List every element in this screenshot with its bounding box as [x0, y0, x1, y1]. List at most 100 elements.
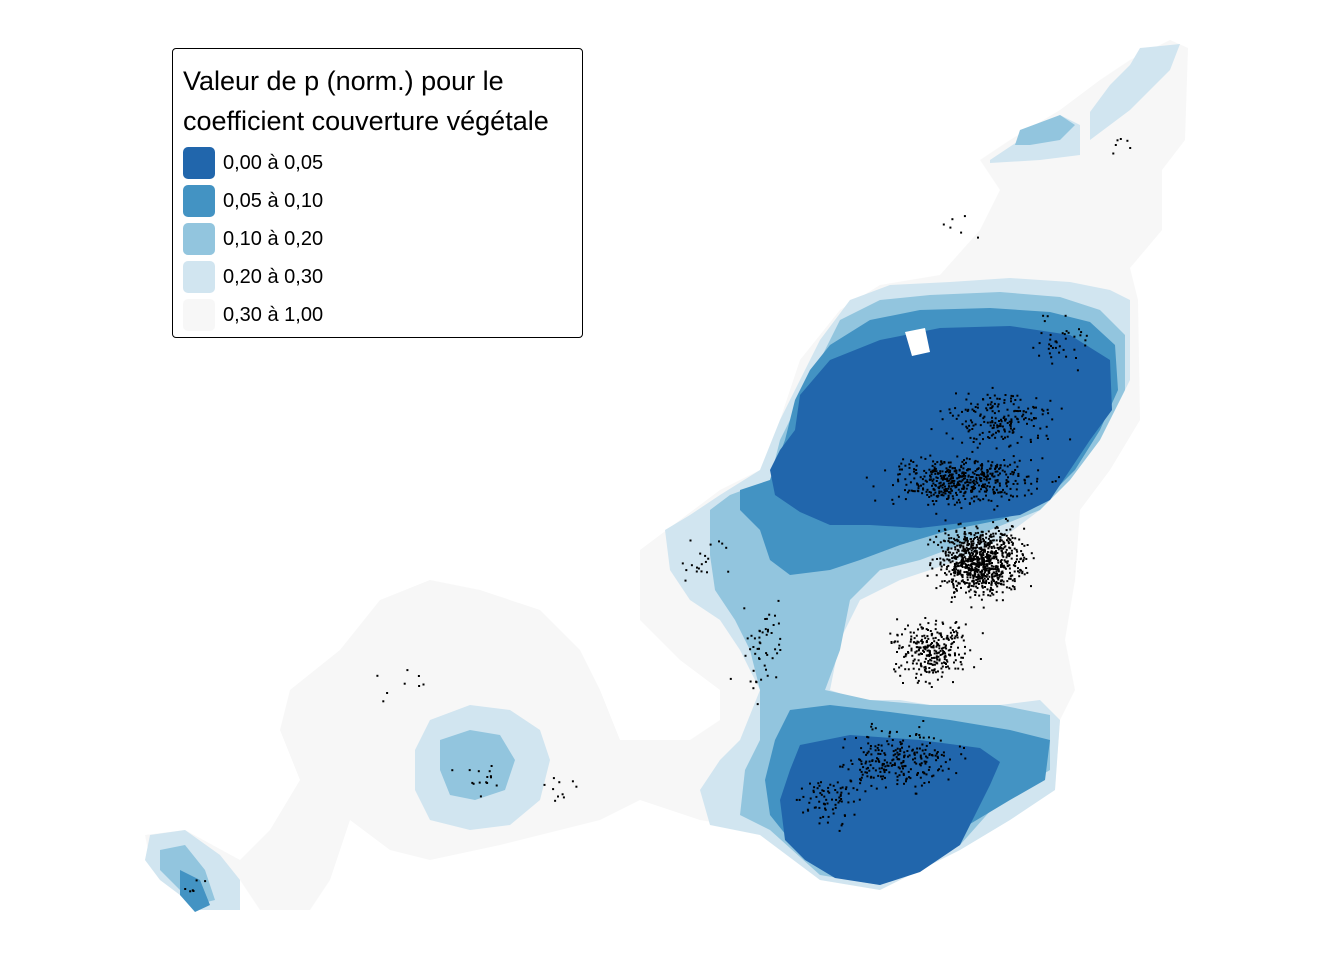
- observation-point: [977, 583, 980, 585]
- observation-point: [1020, 550, 1023, 553]
- observation-point: [976, 565, 979, 568]
- observation-point: [944, 652, 947, 655]
- observation-point: [960, 753, 963, 756]
- observation-point: [941, 653, 944, 656]
- observation-point: [980, 554, 983, 557]
- observation-point: [980, 546, 983, 549]
- observation-point: [1000, 559, 1003, 561]
- observation-point: [1001, 469, 1004, 472]
- observation-point: [976, 580, 979, 583]
- observation-point: [1051, 346, 1054, 349]
- observation-point: [946, 565, 949, 568]
- observation-point: [1002, 555, 1005, 558]
- observation-point: [204, 880, 207, 883]
- observation-point: [958, 483, 961, 486]
- observation-point: [897, 480, 900, 483]
- observation-point: [980, 598, 983, 601]
- observation-point: [946, 479, 949, 482]
- observation-point: [847, 768, 850, 771]
- observation-point: [929, 658, 932, 661]
- observation-point: [1041, 413, 1044, 416]
- observation-point: [963, 535, 966, 538]
- observation-point: [952, 476, 954, 479]
- observation-point: [962, 560, 965, 563]
- observation-point: [922, 720, 925, 722]
- observation-point: [982, 606, 985, 609]
- observation-point: [898, 473, 901, 476]
- observation-point: [972, 585, 975, 588]
- observation-point: [749, 680, 752, 683]
- observation-point: [1027, 407, 1030, 410]
- observation-point: [983, 420, 986, 423]
- observation-point: [940, 460, 943, 463]
- observation-point: [1005, 586, 1008, 589]
- observation-point: [996, 572, 998, 575]
- observation-point: [994, 566, 997, 569]
- observation-point: [1005, 534, 1008, 537]
- observation-point: [1010, 400, 1012, 403]
- observation-point: [403, 682, 406, 685]
- observation-point: [972, 482, 975, 485]
- observation-point: [947, 496, 950, 499]
- observation-point: [997, 570, 1000, 573]
- observation-point: [964, 552, 967, 555]
- observation-point: [975, 570, 978, 573]
- observation-point: [994, 574, 997, 577]
- observation-point: [1024, 417, 1027, 419]
- observation-point: [1019, 398, 1022, 401]
- observation-point: [982, 580, 984, 583]
- observation-point: [971, 544, 974, 547]
- observation-point: [936, 755, 939, 758]
- observation-point: [963, 459, 965, 462]
- observation-point: [931, 642, 933, 644]
- observation-point: [479, 795, 482, 798]
- observation-point: [881, 778, 884, 781]
- observation-point: [865, 760, 868, 763]
- observation-point: [894, 753, 897, 756]
- observation-point: [941, 580, 944, 583]
- observation-point: [986, 421, 989, 424]
- observation-point: [972, 542, 975, 545]
- observation-point: [982, 537, 984, 540]
- observation-point: [942, 652, 945, 655]
- observation-point: [944, 644, 947, 647]
- observation-point: [949, 626, 952, 629]
- observation-point: [991, 577, 994, 580]
- observation-point: [1033, 406, 1035, 409]
- observation-point: [1010, 541, 1013, 544]
- observation-point: [1037, 434, 1039, 437]
- observation-point: [959, 491, 962, 493]
- observation-point: [934, 671, 937, 674]
- observation-point: [916, 681, 919, 684]
- observation-point: [1002, 540, 1005, 543]
- observation-point: [1005, 548, 1008, 551]
- observation-point: [930, 686, 933, 688]
- observation-point: [486, 782, 489, 784]
- observation-point: [974, 459, 977, 462]
- observation-point: [1079, 334, 1082, 337]
- observation-point: [908, 463, 911, 466]
- observation-point: [991, 461, 994, 464]
- observation-point: [970, 544, 973, 547]
- observation-point: [766, 674, 769, 677]
- observation-point: [862, 766, 865, 769]
- observation-point: [1021, 570, 1024, 573]
- observation-point: [966, 481, 969, 483]
- observation-point: [929, 475, 932, 478]
- observation-point: [841, 822, 844, 825]
- observation-point: [950, 553, 953, 556]
- observation-point: [1051, 418, 1054, 421]
- observation-point: [991, 420, 994, 423]
- observation-point: [899, 748, 902, 751]
- observation-point: [990, 407, 993, 410]
- observation-point: [977, 569, 980, 572]
- observation-point: [986, 542, 989, 545]
- observation-point: [896, 779, 899, 782]
- observation-point: [984, 575, 987, 577]
- observation-point: [966, 410, 969, 412]
- legend-label: 0,10 à 0,20: [223, 228, 324, 250]
- observation-point: [1054, 340, 1057, 343]
- observation-point: [969, 481, 972, 484]
- observation-point: [1114, 144, 1117, 146]
- observation-point: [1004, 560, 1007, 563]
